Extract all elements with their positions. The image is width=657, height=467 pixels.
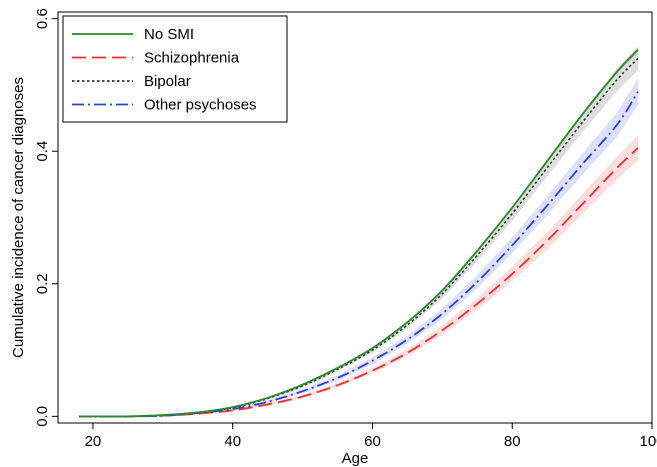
legend-label: No SMI	[144, 26, 194, 43]
x-tick-label: 40	[224, 433, 241, 450]
y-tick-label: 0.0	[34, 406, 51, 427]
legend: No SMI Schizophrenia Bipolar Other psychose…	[62, 15, 288, 123]
legend-items: No SMI Schizophrenia Bipolar Other psychose…	[72, 26, 257, 114]
y-axis-ticks: 0.0 0.2 0.4 0.6	[34, 8, 58, 427]
y-tick-label: 0.6	[34, 8, 51, 29]
legend-label: Bipolar	[144, 73, 191, 90]
y-axis-title: Cumulative incidence of cancer diagnoses	[10, 77, 27, 358]
x-axis-title: Age	[342, 450, 369, 467]
series-line-0	[78, 49, 639, 418]
plot-frame	[57, 11, 653, 424]
legend-label: Other psychoses	[144, 97, 257, 114]
legend-label: Schizophrenia	[144, 50, 240, 67]
x-tick-label: 80	[504, 433, 521, 450]
legend-item: Bipolar	[72, 73, 191, 90]
series-line-2	[78, 57, 639, 418]
ci-band-series-3	[78, 78, 639, 417]
series-line-1	[78, 147, 639, 418]
ci-band-series-1	[78, 135, 639, 417]
y-tick-label: 0.4	[34, 141, 51, 162]
x-axis-ticks: 20 40 60 80 100	[85, 423, 657, 450]
legend-item: Schizophrenia	[72, 50, 240, 67]
x-tick-label: 20	[85, 433, 102, 450]
legend-item: No SMI	[72, 26, 194, 43]
x-tick-label: 100	[639, 433, 657, 450]
series-lines	[78, 49, 639, 418]
x-tick-label: 60	[364, 433, 381, 450]
legend-item: Other psychoses	[72, 97, 257, 114]
series-line-3	[78, 91, 639, 418]
y-tick-label: 0.2	[34, 273, 51, 294]
